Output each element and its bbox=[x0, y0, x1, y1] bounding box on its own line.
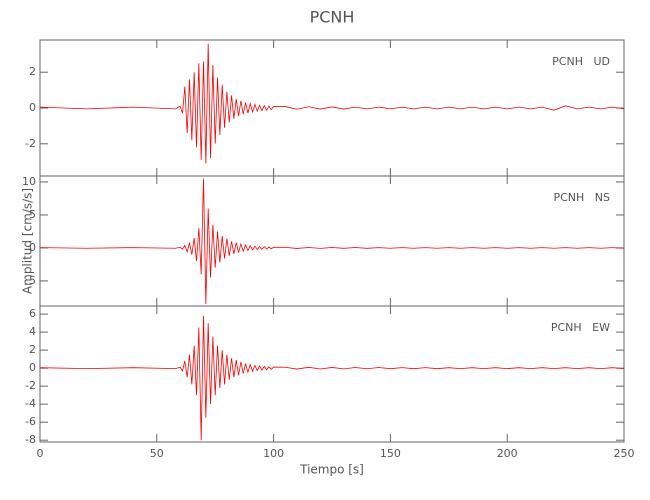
x-tick-label: 150 bbox=[380, 447, 401, 460]
trace-label: PCNH UD bbox=[552, 55, 610, 68]
trace-label: PCNH EW bbox=[551, 321, 610, 334]
y-tick-label: 2 bbox=[29, 65, 36, 78]
y-tick-label: -2 bbox=[25, 137, 36, 150]
waveform bbox=[39, 315, 625, 441]
trace-label: PCNH NS bbox=[553, 191, 610, 204]
y-tick-label: 0 bbox=[29, 241, 36, 254]
x-tick-label: 100 bbox=[263, 447, 284, 460]
y-tick-label: 0 bbox=[29, 361, 36, 374]
waveform bbox=[39, 178, 625, 305]
y-tick-label: 6 bbox=[29, 307, 36, 320]
y-tick-label: -8 bbox=[25, 433, 36, 446]
y-tick-label: -4 bbox=[25, 397, 36, 410]
x-tick-label: 200 bbox=[497, 447, 518, 460]
y-tick-label: 5 bbox=[29, 274, 36, 287]
y-tick-label: 2 bbox=[29, 343, 36, 356]
x-tick-label: 0 bbox=[37, 447, 44, 460]
y-tick-label: -6 bbox=[25, 415, 36, 428]
x-tick-label: 50 bbox=[150, 447, 164, 460]
y-axis-label: Amplitud [cm/s/s] bbox=[21, 188, 35, 294]
waveform bbox=[39, 43, 625, 164]
y-tick-label: 4 bbox=[29, 325, 36, 338]
y-tick-label: 10 bbox=[22, 175, 36, 188]
y-tick-label: -2 bbox=[25, 379, 36, 392]
y-tick-label: 5 bbox=[29, 208, 36, 221]
x-axis-label: Tiempo [s] bbox=[299, 463, 364, 477]
panel-frame bbox=[39, 305, 625, 443]
chart-title: PCNH bbox=[310, 8, 355, 27]
x-tick-label: 250 bbox=[614, 447, 635, 460]
y-tick-label: 0 bbox=[29, 101, 36, 114]
panel-frame bbox=[39, 175, 625, 307]
